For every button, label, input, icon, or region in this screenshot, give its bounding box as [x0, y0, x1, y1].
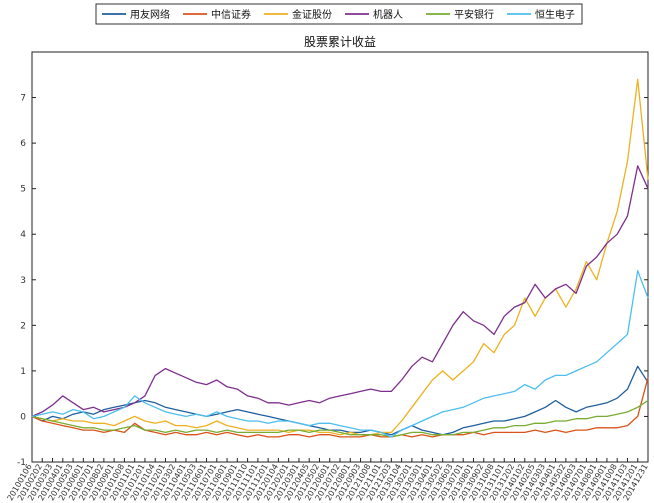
y-tick-label: 2 — [20, 321, 26, 331]
x-axis: 2010010620100202201003032010040120100503… — [6, 458, 650, 502]
legend-box — [95, 3, 583, 25]
legend-label: 中信证券 — [211, 8, 251, 21]
y-tick-label: -1 — [17, 458, 26, 468]
legend-label: 机器人 — [373, 8, 403, 21]
series-line-5 — [31, 399, 649, 438]
legend-label: 恒生电子 — [535, 8, 575, 21]
y-tick-label: 5 — [20, 185, 26, 195]
series-line-1 — [31, 365, 649, 436]
series-line-3 — [31, 78, 649, 436]
chart-title: 股票累计收益 — [304, 35, 376, 49]
legend-label: 用友网络 — [130, 8, 170, 21]
legend-label: 金证股份 — [292, 8, 332, 21]
y-tick-label: 6 — [20, 139, 26, 149]
series-line-6 — [31, 270, 649, 438]
y-tick-label: 3 — [20, 276, 26, 286]
y-tick-label: 4 — [20, 230, 26, 240]
series-layer — [31, 78, 649, 438]
series-line-2 — [31, 377, 649, 438]
legend: 用友网络 中信证券 金证股份 机器人 平安银行 恒生电子 — [95, 3, 583, 25]
y-tick-label: 7 — [20, 94, 26, 104]
legend-label: 平安银行 — [454, 8, 494, 21]
y-tick-label: 0 — [20, 412, 26, 422]
y-axis: -1 0 1 2 3 4 5 6 7 — [17, 94, 648, 468]
y-tick-label: 1 — [20, 367, 26, 377]
series-line-4 — [31, 165, 649, 417]
